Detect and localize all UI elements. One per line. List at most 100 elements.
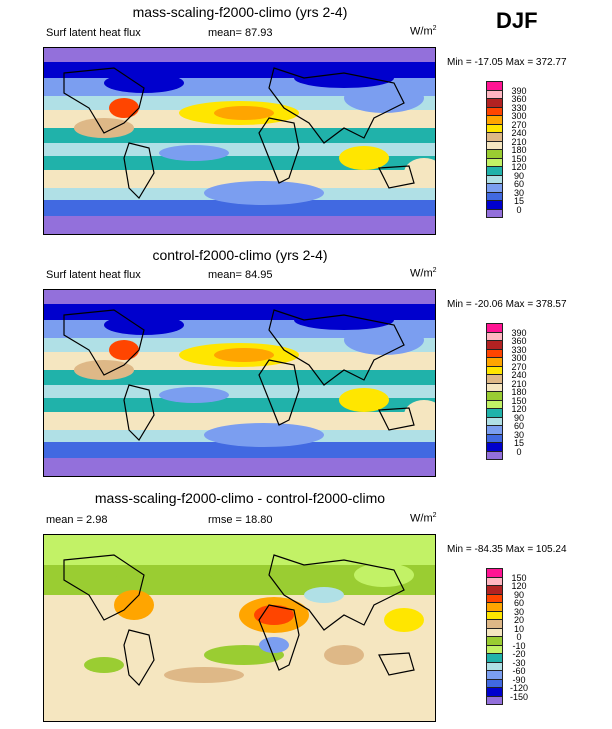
panel-stat-label: rmse = 18.80 [208,514,273,526]
colorbar-tick-label: -10 [512,640,526,651]
colorbar-tick-label: 150 [511,572,527,583]
map-field-band [44,216,435,234]
colorbar-tick-label: -90 [512,674,526,685]
map-field-band [44,170,435,189]
map-field-band [44,128,435,144]
colorbar-tick-label: 180 [511,145,527,155]
map-field-region [344,325,424,355]
map-panel [43,289,436,477]
map-field-region [294,68,394,88]
map-field-band [44,442,435,459]
colorbar-tick-label: 240 [511,370,527,380]
min-max-label: Min = -17.05 Max = 372.77 [447,57,567,68]
coastline [123,384,155,441]
panel-left-label: Surf latent heat flux [46,27,141,39]
panel-title: control-f2000-climo (yrs 2-4) [152,247,328,263]
map-field-region [344,83,424,113]
units-label: W/m2 [410,512,437,525]
map-field-region [159,387,229,403]
colorbar-tick-label: 150 [511,153,527,164]
map-field-region [404,158,435,188]
map-field-region [114,568,214,592]
min-max-label: Min = -20.06 Max = 378.57 [447,299,567,310]
map-field-region [304,587,344,603]
colorbar-swatch [486,695,503,705]
map-field-band [44,370,435,386]
coastline [63,309,145,376]
coastline [258,604,300,671]
colorbar: 390 360 330 300 270 240 210 180 150 120 90 60 30 15 0 [486,81,527,218]
colorbar-tick-label: 180 [511,387,527,397]
map-field-band [44,48,435,63]
units-label: W/m2 [410,267,437,280]
colorbar: 150 120 90 60 30 20 10 0 -10 -20 -30 -60 -90 -120 -150 [486,568,528,705]
map-field-region [74,118,134,138]
map-field-region [84,657,124,673]
colorbar-tick-label: -120 [509,683,528,693]
map-field-region [114,590,154,620]
map-panel [43,47,436,235]
map-field-region [339,388,389,412]
map-field-region [109,340,139,360]
colorbar-tick-label: 150 [511,395,527,406]
colorbar-tick-label: 270 [511,361,527,372]
map-field-region [324,645,364,665]
colorbar-tick-label: -60 [512,666,526,676]
panel-title: mass-scaling-f2000-climo (yrs 2-4) [132,4,348,20]
colorbar-tick-label: 360 [511,94,527,104]
coastline [378,165,415,189]
colorbar: 390 360 330 300 270 240 210 180 150 120 90 60 30 15 0 [486,323,527,460]
map-field-region [204,423,324,447]
map-field-region [204,181,324,205]
colorbar-tick-label: 120 [511,162,527,172]
coastline [258,117,300,184]
panel-stat-label: mean= 84.95 [208,269,273,281]
map-field-region [164,667,244,683]
colorbar-tick-label: 30 [513,429,524,440]
map-field-region [214,106,274,120]
map-field-band [44,535,435,566]
colorbar-tick-label: 0 [516,446,522,457]
coastline [268,67,405,144]
map-field-band [44,412,435,431]
colorbar-tick-label: 20 [513,615,524,625]
colorbar-tick-label: 120 [511,404,527,414]
map-field-region [104,73,184,93]
colorbar-tick-label: 15 [513,438,524,448]
coastline [268,554,405,631]
map-panel [43,534,436,722]
coastline [123,629,155,686]
panel-stat-label: mean= 87.93 [208,27,273,39]
colorbar-tick-label: 10 [513,623,524,634]
coastline [63,554,145,621]
colorbar-tick-label: 300 [511,111,527,121]
map-field-region [294,310,394,330]
coastline [63,67,145,134]
map-field-region [384,608,424,632]
panel-left-label: Surf latent heat flux [46,269,141,281]
map-field-region [339,146,389,170]
colorbar-tick-label: 210 [511,378,527,389]
map-field-region [254,605,294,625]
colorbar-tick-label: 120 [511,581,527,591]
colorbar-tick-label: 0 [516,632,522,642]
coastline [123,142,155,199]
colorbar-tick-label: -30 [512,657,526,668]
min-max-label: Min = -84.35 Max = 105.24 [447,544,567,555]
colorbar-tick-label: 90 [513,412,524,423]
colorbar-tick-label: 60 [513,421,524,431]
colorbar-tick-label: 15 [513,196,524,206]
map-field-band [44,398,435,413]
colorbar-tick-label: 0 [516,204,522,215]
colorbar-swatch [486,450,503,460]
map-field-band [44,200,435,217]
colorbar-tick-label: 30 [513,187,524,198]
coastline [378,407,415,431]
colorbar-tick-label: -20 [512,649,526,659]
colorbar-tick-label: 90 [513,589,524,600]
coastline [378,652,415,676]
map-field-region [109,98,139,118]
map-field-region [104,315,184,335]
map-field-band [44,290,435,305]
colorbar-swatch [486,208,503,218]
